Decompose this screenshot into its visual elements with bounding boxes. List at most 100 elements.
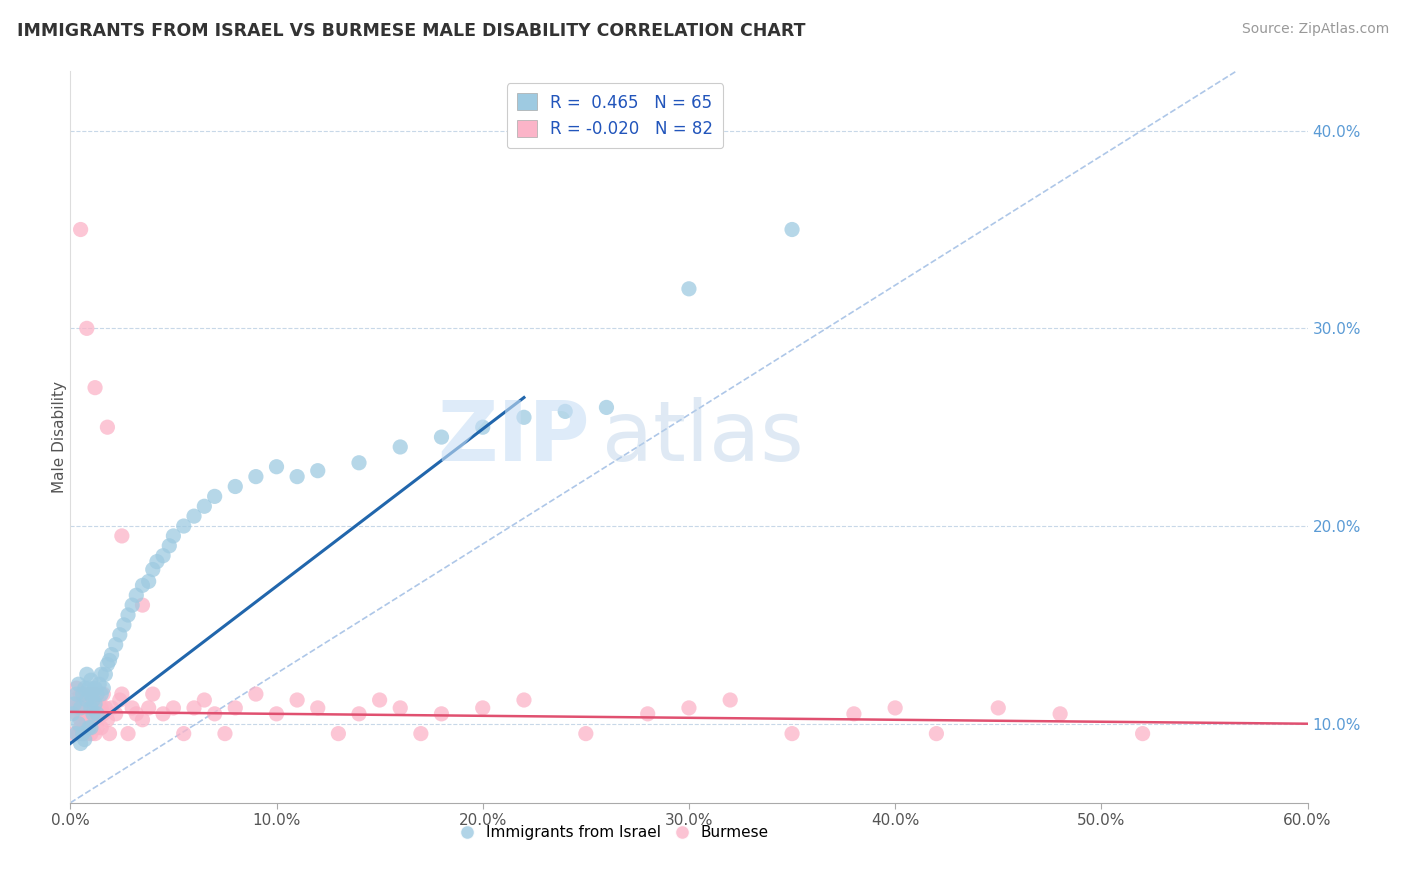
Point: [131, 713, 153, 727]
Point: [780, 222, 803, 236]
Point: [204, 706, 226, 721]
Point: [678, 282, 700, 296]
Point: [63, 693, 86, 707]
Point: [65, 681, 87, 695]
Point: [80, 687, 103, 701]
Point: [90, 667, 112, 681]
Point: [125, 706, 148, 721]
Point: [842, 706, 865, 721]
Point: [69, 222, 91, 236]
Point: [65, 706, 87, 721]
Point: [86, 701, 108, 715]
Point: [471, 701, 494, 715]
Point: [347, 706, 370, 721]
Text: atlas: atlas: [602, 397, 804, 477]
Point: [89, 677, 111, 691]
Point: [409, 726, 432, 740]
Point: [471, 420, 494, 434]
Point: [104, 706, 127, 721]
Point: [112, 618, 135, 632]
Point: [131, 598, 153, 612]
Point: [193, 500, 215, 514]
Point: [84, 706, 107, 721]
Point: [152, 549, 174, 563]
Y-axis label: Male Disability: Male Disability: [52, 381, 66, 493]
Point: [142, 562, 165, 576]
Point: [142, 687, 165, 701]
Point: [121, 701, 143, 715]
Point: [347, 456, 370, 470]
Point: [91, 687, 114, 701]
Text: IMMIGRANTS FROM ISRAEL VS BURMESE MALE DISABILITY CORRELATION CHART: IMMIGRANTS FROM ISRAEL VS BURMESE MALE D…: [17, 22, 806, 40]
Point: [73, 732, 96, 747]
Point: [162, 529, 184, 543]
Point: [157, 539, 180, 553]
Point: [90, 687, 112, 701]
Point: [245, 687, 267, 701]
Point: [69, 701, 91, 715]
Point: [117, 607, 139, 622]
Point: [117, 726, 139, 740]
Point: [90, 721, 112, 735]
Point: [69, 721, 91, 735]
Point: [108, 693, 131, 707]
Point: [266, 459, 288, 474]
Point: [162, 701, 184, 715]
Point: [183, 701, 205, 715]
Point: [430, 706, 453, 721]
Point: [84, 726, 107, 740]
Point: [368, 693, 391, 707]
Point: [72, 687, 94, 701]
Point: [60, 706, 83, 721]
Point: [80, 701, 103, 715]
Point: [76, 701, 98, 715]
Point: [245, 469, 267, 483]
Point: [77, 706, 100, 721]
Point: [884, 701, 907, 715]
Point: [285, 469, 308, 483]
Point: [84, 687, 107, 701]
Point: [67, 716, 90, 731]
Point: [89, 693, 111, 707]
Point: [121, 598, 143, 612]
Point: [72, 726, 94, 740]
Point: [285, 693, 308, 707]
Point: [183, 509, 205, 524]
Point: [513, 410, 536, 425]
Point: [80, 721, 103, 735]
Point: [72, 693, 94, 707]
Point: [86, 687, 108, 701]
Point: [193, 693, 215, 707]
Point: [96, 657, 118, 672]
Point: [82, 701, 104, 715]
Point: [77, 721, 100, 735]
Point: [84, 681, 107, 695]
Point: [152, 706, 174, 721]
Point: [91, 681, 114, 695]
Point: [100, 648, 122, 662]
Point: [718, 693, 741, 707]
Point: [80, 673, 103, 688]
Point: [80, 713, 103, 727]
Text: ZIP: ZIP: [437, 397, 591, 477]
Point: [69, 737, 91, 751]
Point: [77, 693, 100, 707]
Point: [94, 667, 117, 681]
Point: [76, 693, 98, 707]
Point: [86, 706, 108, 721]
Point: [84, 381, 107, 395]
Point: [554, 404, 576, 418]
Point: [307, 701, 329, 715]
Point: [72, 726, 94, 740]
Point: [108, 628, 131, 642]
Point: [73, 687, 96, 701]
Point: [204, 489, 226, 503]
Point: [637, 706, 659, 721]
Point: [72, 706, 94, 721]
Point: [76, 321, 98, 335]
Point: [100, 701, 122, 715]
Point: [595, 401, 617, 415]
Point: [80, 726, 103, 740]
Point: [389, 440, 412, 454]
Point: [76, 713, 98, 727]
